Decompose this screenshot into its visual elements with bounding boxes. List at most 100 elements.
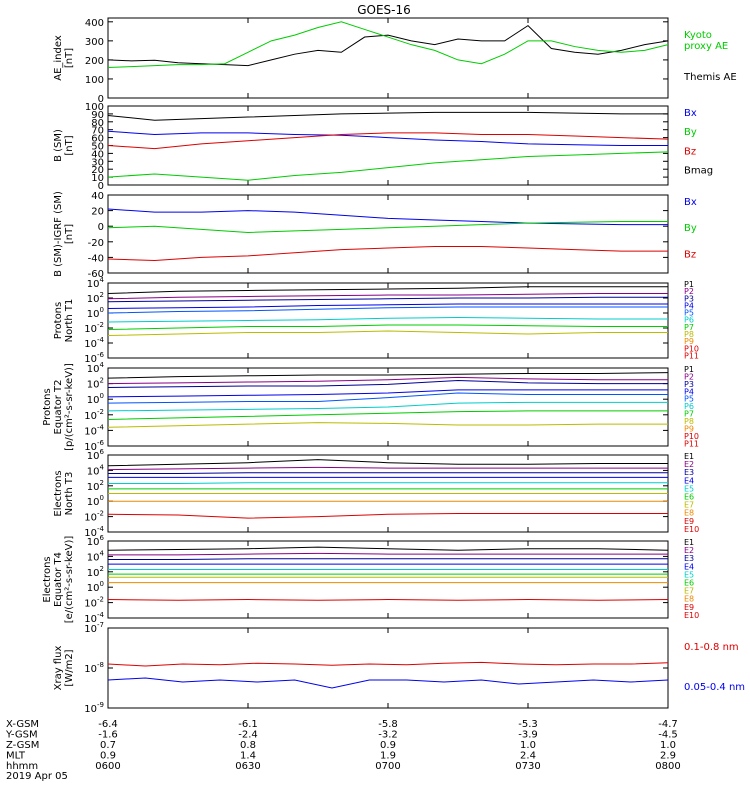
- y-tick-label: 0: [98, 222, 104, 233]
- series-line-e1: [107, 546, 669, 551]
- series-line-p2: [107, 293, 668, 300]
- legend-entry: By: [684, 223, 697, 234]
- series-line-e1: [107, 459, 668, 467]
- x-row-value: -4.5: [658, 730, 678, 741]
- y-tick-label: 90: [91, 110, 104, 121]
- series-line-e9: [107, 513, 668, 519]
- legend-entry: E10: [684, 611, 699, 620]
- legend-entry: E5: [684, 484, 694, 493]
- legend-entry: P5: [684, 309, 694, 318]
- legend-entry: P10: [684, 344, 699, 353]
- x-row-label: hhmm: [6, 761, 38, 772]
- legend-entry: P1: [684, 280, 694, 289]
- legend-entry: E1: [684, 452, 694, 461]
- legend-entry: P6: [684, 402, 694, 411]
- y-tick-label: 300: [85, 37, 104, 48]
- panel-1: 0 100 200 300 400 AE_index[nT] Themis AE Kyoto p…: [53, 17, 737, 105]
- y-tick-label: 100: [87, 306, 104, 320]
- legend-entry: P11: [684, 439, 699, 448]
- series-line-p2: [107, 376, 668, 385]
- plot-title: GOES-16: [357, 3, 411, 17]
- y-axis-label: AE_index[nT]: [53, 35, 75, 81]
- legend-entry: P5: [684, 395, 694, 404]
- series-line-bz: [107, 132, 669, 150]
- series-line-bmag: [107, 111, 668, 121]
- legend-entry: E6: [684, 493, 694, 502]
- y-tick-label: 10-2: [84, 321, 104, 335]
- y-tick-label: 104: [87, 361, 105, 375]
- y-tick-label: 100: [85, 75, 104, 86]
- series-line-e5: [108, 482, 668, 484]
- panel-frame: [107, 194, 669, 274]
- panel-8: 10-7 10-8 10-9 Xray flux[W/m2] 0.1-0.8 nm 0.0…: [53, 621, 745, 715]
- series-line-p7: [107, 324, 668, 330]
- x-row-value: -2.4: [238, 730, 258, 741]
- legend-entry: E9: [684, 517, 694, 526]
- legend-entry: E9: [684, 603, 694, 612]
- y-tick-label: 104: [87, 276, 105, 290]
- legend-entry: E2: [684, 546, 694, 555]
- panel-frame: [107, 627, 669, 709]
- y-tick-label: 10-4: [84, 423, 104, 437]
- y-tick-label: -40: [88, 253, 104, 264]
- y-tick-label: 102: [87, 565, 104, 579]
- x-row-value: -3.2: [378, 730, 398, 741]
- y-tick-label: 50: [91, 142, 104, 153]
- series-line-e3: [108, 472, 668, 474]
- legend-entry: P9: [684, 424, 694, 433]
- y-axis-label: ElectronsNorth T3: [53, 470, 75, 516]
- series-line-p4: [107, 303, 668, 309]
- series-line-e2: [107, 466, 668, 471]
- legend-entry: E1: [684, 538, 694, 547]
- y-axis-label: Xray flux[W/m2]: [53, 646, 75, 691]
- legend-entry: P10: [684, 432, 699, 441]
- legend-entry: P2: [684, 287, 694, 296]
- legend-entry: E3: [684, 554, 694, 563]
- legend-entry: P7: [684, 323, 694, 332]
- legend-entry: P6: [684, 316, 694, 325]
- y-tick-label: 80: [91, 118, 104, 129]
- x-row-value: 1.0: [520, 740, 536, 751]
- legend-entry: Bmag: [684, 166, 713, 177]
- series-line-p6: [107, 316, 668, 323]
- series-line-p3: [107, 296, 668, 303]
- legend-entry: E7: [684, 501, 694, 510]
- x-row-value: 0.9: [380, 740, 396, 751]
- legend-entry: E6: [684, 579, 694, 588]
- y-tick-label: 400: [85, 18, 104, 29]
- x-axis-table: X-GSM -6.4 -6.1 -5.8 -5.3 -4.7 Y-GSM -1.6 -2.4 -3…: [5, 719, 681, 782]
- legend-entry: E10: [684, 525, 699, 534]
- legend-entry: By: [684, 127, 697, 138]
- x-row-value: 0630: [235, 761, 260, 772]
- y-tick-label: 10-2: [84, 596, 104, 610]
- x-row-value: 0700: [375, 761, 400, 772]
- legend-entry: E8: [684, 595, 694, 604]
- y-tick-label: 104: [87, 463, 105, 477]
- legend-entry: Bz: [684, 249, 696, 260]
- legend-entry: E5: [684, 570, 694, 579]
- legend-entry: 0.1-0.8 nm: [684, 642, 739, 653]
- x-row-value: -1.6: [98, 730, 118, 741]
- x-row-value: 1.9: [380, 751, 396, 762]
- x-row-value: -6.4: [98, 719, 118, 730]
- series-line-e2: [108, 552, 668, 556]
- legend-entry: 0.05-0.4 nm: [684, 682, 745, 693]
- y-tick-label: 100: [87, 392, 104, 406]
- x-row-value: 1.4: [240, 751, 256, 762]
- x-row-value: 0600: [95, 761, 120, 772]
- y-tick-label: -20: [88, 238, 104, 249]
- y-tick-label: 40: [91, 191, 104, 202]
- panel-frame: [107, 540, 669, 619]
- x-row-value: 0.7: [100, 740, 116, 751]
- y-tick-label: 102: [87, 479, 104, 493]
- series-line-bx: [107, 130, 668, 146]
- panel-frame: [107, 17, 669, 99]
- y-axis-label: B (SM)-IGRF (SM)[nT]: [53, 191, 75, 277]
- series-line-0-1-0-8-nm: [107, 661, 669, 667]
- y-tick-label: 100: [87, 494, 104, 508]
- date-label: 2019 Apr 05: [6, 771, 68, 782]
- series-line-p8: [107, 330, 668, 336]
